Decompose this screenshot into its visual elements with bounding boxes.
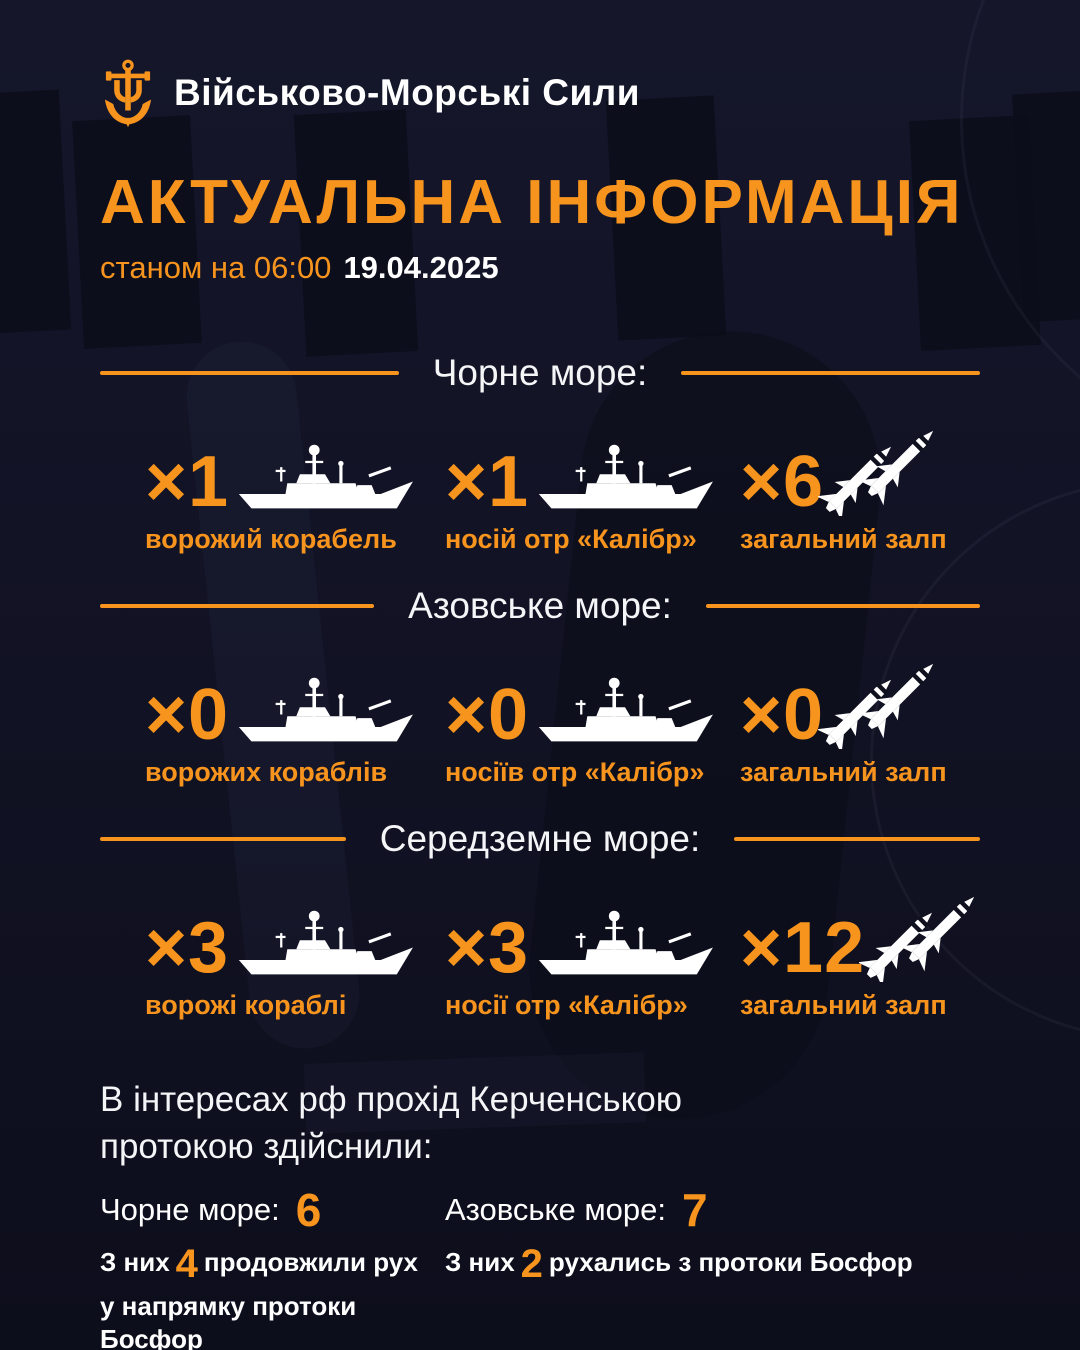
section-header: Чорне море: <box>100 352 980 394</box>
missiles-icon <box>818 418 937 516</box>
stat-kalibr-carriers: ×1 носій отр «Калібр» <box>445 426 740 555</box>
sea-label: Чорне море: <box>100 1191 280 1227</box>
note-value: 4 <box>175 1241 198 1286</box>
note-prefix: З них <box>100 1246 170 1277</box>
stat-total-salvo: ×6 загальний залп <box>740 418 980 555</box>
stat-count: ×12 <box>740 907 866 988</box>
org-name: Військово-Морські Сили <box>174 72 641 113</box>
warship-icon <box>538 677 714 742</box>
warship-icon <box>238 677 414 742</box>
divider-line <box>100 371 399 375</box>
stat-count: ×0 <box>740 674 825 755</box>
kerch-black-sea: Чорне море: 6 З них 4 продовжили рух у нап… <box>100 1187 445 1350</box>
stat-enemy-ships: ×3 ворожі кораблі <box>145 892 445 1021</box>
stat-label: загальний залп <box>740 990 947 1020</box>
section-title: Азовське море: <box>408 585 672 626</box>
warship-icon <box>238 444 414 509</box>
as-of-line: станом на 06:00 19.04.2025 <box>100 250 980 286</box>
divider-line <box>681 371 980 375</box>
divider-line <box>734 837 981 841</box>
divider-line <box>100 837 346 841</box>
stat-count: ×0 <box>445 674 530 755</box>
stat-total-salvo: ×0 загальний залп <box>740 651 980 788</box>
stat-count: ×3 <box>145 907 230 988</box>
as-of-label: станом на 06:00 <box>100 250 332 285</box>
note-value: 2 <box>520 1241 543 1286</box>
warship-icon <box>538 444 714 509</box>
stat-enemy-ships: ×1 ворожий корабель <box>145 426 445 555</box>
page-title: АКТУАЛЬНА ІНФОРМАЦІЯ <box>100 168 964 237</box>
stat-count: ×1 <box>145 441 230 522</box>
stat-enemy-ships: ×0 ворожих кораблів <box>145 659 445 788</box>
missiles-icon <box>818 651 937 749</box>
warship-icon <box>538 910 714 975</box>
stat-count: ×3 <box>445 907 530 988</box>
stat-count: ×1 <box>445 441 530 522</box>
warship-icon <box>238 910 414 975</box>
kerch-note: З них 4 продовжили рух у напрямку протоки … <box>100 1239 445 1350</box>
divider-line <box>100 604 375 608</box>
sea-total: 6 <box>295 1183 322 1236</box>
kerch-azov-sea: Азовське море: 7 З них 2 рухались з проток… <box>445 1187 980 1350</box>
section-header: Азовське море: <box>100 585 981 627</box>
stat-kalibr-carriers: ×3 носії отр «Калібр» <box>445 892 740 1021</box>
divider-line <box>705 604 981 608</box>
sea-label: Азовське море: <box>445 1191 666 1227</box>
stat-kalibr-carriers: ×0 носіїв отр «Калібр» <box>445 659 740 788</box>
stat-label: загальний залп <box>740 524 947 554</box>
stat-label: носії отр «Калібр» <box>445 990 688 1020</box>
stat-label: ворожих кораблів <box>145 757 388 787</box>
stat-label: ворожі кораблі <box>145 990 347 1020</box>
note-text: у напрямку протоки Босфор <box>100 1290 357 1350</box>
anchor-trident-icon <box>100 58 156 128</box>
stat-label: загальний залп <box>740 757 947 787</box>
kerch-strait-block: В інтересах рф прохід Керченською проток… <box>100 1077 980 1350</box>
stat-total-salvo: ×12 загальний залп <box>740 884 980 1021</box>
section-title: Середземне море: <box>379 818 701 859</box>
section-mediterranean-sea: Середземне море: ×3 ворожі кораблі ×3 <box>100 818 981 1021</box>
stat-label: носіїв отр «Калібр» <box>445 757 705 787</box>
section-azov-sea: Азовське море: ×0 ворожих кораблів ×0 <box>100 585 981 788</box>
report-date: 19.04.2025 <box>343 250 499 285</box>
section-title: Чорне море: <box>432 352 648 393</box>
brand-header: Військово-Морські Сили <box>100 58 980 128</box>
stat-label: носій отр «Калібр» <box>445 524 697 554</box>
stat-label: ворожий корабель <box>145 524 397 554</box>
note-text: продовжили рух <box>203 1246 418 1277</box>
stat-count: ×6 <box>740 441 825 522</box>
kerch-heading: В інтересах рф прохід Керченською проток… <box>100 1080 683 1166</box>
note-text: рухались з протоки Босфор <box>548 1246 913 1277</box>
stat-count: ×0 <box>145 674 230 755</box>
sea-total: 7 <box>681 1183 708 1236</box>
missiles-icon <box>859 884 978 982</box>
kerch-note: З них 2 рухались з протоки Босфор <box>445 1239 980 1290</box>
note-prefix: З них <box>445 1246 515 1277</box>
section-black-sea: Чорне море: ×1 ворожий корабель ×1 н <box>100 352 980 555</box>
section-header: Середземне море: <box>100 818 981 860</box>
